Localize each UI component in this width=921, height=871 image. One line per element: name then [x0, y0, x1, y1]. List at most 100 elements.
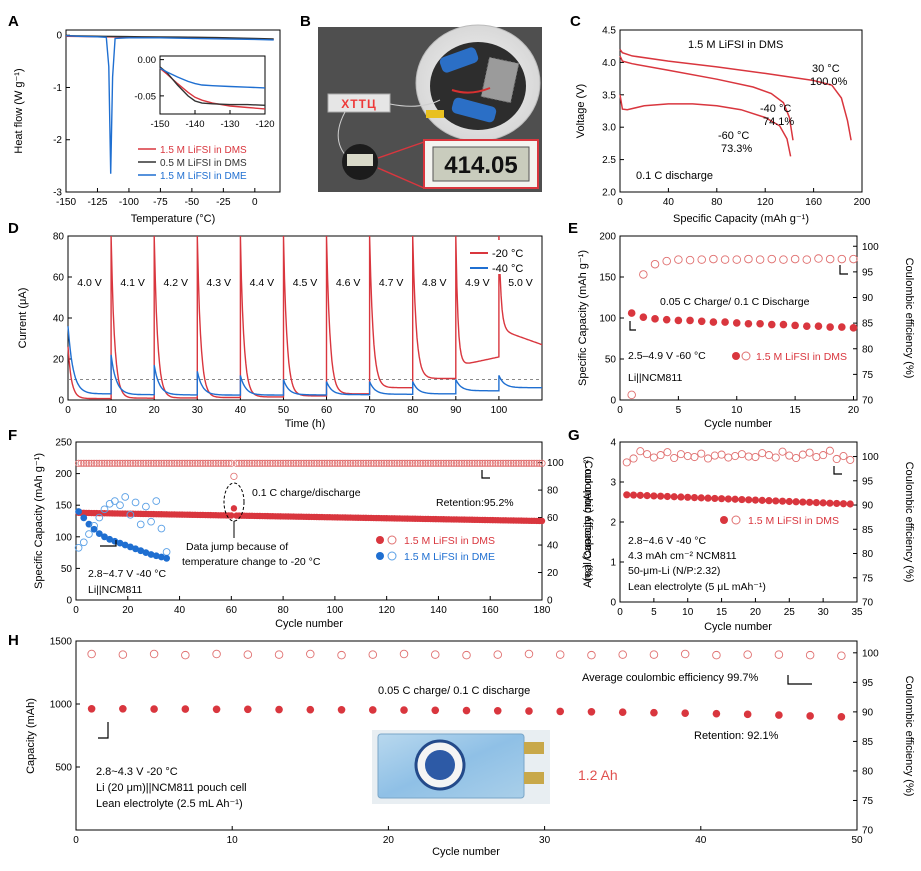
panel-f-xtick-label: 120 — [378, 605, 395, 616]
panel-e-capacity-point — [721, 318, 729, 326]
panel-g-capacity-point — [846, 500, 854, 508]
panel-g-y2tick-label: 85 — [862, 525, 874, 536]
panel-f-dms-ce-point — [522, 459, 531, 467]
panel-e-ce-point — [685, 255, 695, 265]
panel-f-y2tick-label: 100 — [547, 458, 564, 469]
panel-f-dms-ce-point — [401, 459, 409, 467]
panel-f-dme-ce-point — [157, 524, 166, 533]
panel-d-ytick-label: 20 — [53, 355, 65, 366]
panel-c-xlabel: Specific Capacity (mAh g⁻¹) — [673, 213, 809, 225]
panel-e-capacity-point — [744, 319, 753, 328]
panel-h-capacity-point — [181, 705, 190, 713]
panel-f-dms-ce-point — [85, 459, 93, 467]
panel-f-xtick-label: 40 — [174, 605, 186, 616]
panel-c-ytick-label: 2.0 — [602, 188, 616, 199]
panel-a-xtick-label: -25 — [216, 197, 231, 208]
panel-g-capacity-point — [724, 495, 732, 503]
panel-h-arrow-left — [98, 722, 109, 739]
panel-f-dme-capacity-point — [116, 539, 124, 547]
panel-f-dms-ce-point — [82, 459, 90, 467]
panel-g-y2tick-label: 90 — [862, 501, 874, 512]
panel-f-xtick-label: 180 — [534, 605, 551, 616]
panel-f-dms-ce-point — [339, 459, 347, 467]
panel-g-xtick-label: 15 — [716, 607, 728, 618]
panel-d-xtick-label: 60 — [321, 405, 333, 416]
panel-g-ce-point — [622, 458, 631, 467]
panel-e-capacity-point — [791, 321, 799, 330]
panel-e-xtick-label: 10 — [731, 405, 743, 416]
panel-h-note-retention: Retention: 92.1% — [694, 730, 779, 742]
panel-d-step-label: 4.9 V — [465, 277, 490, 289]
panel-f-dms-ce-point — [209, 459, 217, 467]
panel-g-capacity-point — [670, 493, 678, 501]
panel-d-ytick-label: 0 — [58, 396, 64, 407]
panel-g-ytick-label: 2 — [610, 518, 616, 529]
panel-g-ce-point — [697, 449, 706, 458]
panel-h-xlabel: Cycle number — [432, 846, 500, 858]
panel-g-capacity-point — [663, 492, 672, 501]
panel-g-capacity-point — [650, 492, 658, 500]
panel-d-xtick-label: 0 — [65, 405, 71, 416]
panel-e-y2tick-label: 85 — [862, 319, 874, 330]
panel-f-dms-ce-point — [476, 459, 484, 467]
panel-g-capacity-point — [758, 496, 766, 504]
panel-g-xtick-label: 35 — [851, 607, 863, 618]
panel-f-dme-capacity-point — [106, 535, 114, 543]
panel-h-pouch-chart: 0 10 20 30 40 50 500 1000 1500 70 75 80 85 90 95 100 0.… — [25, 637, 915, 859]
panel-f-dme-capacity-point — [90, 525, 98, 533]
panel-g-legend: 1.5 M LiFSI in DMS — [748, 515, 839, 527]
panel-f-dms-ce-point — [473, 459, 481, 467]
panel-g-xtick-label: 20 — [750, 607, 762, 618]
panel-f-dms-ce-point — [279, 459, 287, 467]
panel-f-dms-ce-point — [74, 459, 83, 467]
panel-f-dms-ce-point — [121, 459, 129, 467]
pouch-tab-bottom — [524, 772, 544, 784]
panel-g-xtick-label: 25 — [784, 607, 796, 618]
panel-f-dms-ce-point — [126, 459, 134, 467]
panel-f-dms-ce-point — [440, 459, 448, 467]
panel-f-note-retention: Retention:95.2% — [436, 497, 514, 509]
university-seal-center — [425, 750, 455, 780]
panel-g-areal-chart: 0 5 10 15 20 25 30 35 0 1 2 3 4 70 75 80 85 90 95 100 2.8~4… — [582, 438, 915, 634]
panel-e-capacity-point — [697, 317, 706, 326]
panel-f-dms-ce-point — [489, 459, 497, 467]
panel-e-ce-point — [849, 254, 858, 264]
panel-f-ytick-label: 250 — [55, 438, 72, 449]
panel-f-ytick-label: 50 — [61, 564, 73, 575]
panel-e-ytick-label: 150 — [599, 273, 616, 284]
panel-f-dme-ce-point — [105, 499, 114, 508]
panel-f-dms-ce-point — [258, 459, 266, 467]
panel-g-capacity-point — [833, 499, 841, 508]
panel-f-dms-ce-point — [344, 459, 352, 467]
panel-f-dms-ce-point — [289, 459, 298, 467]
panel-e-y2label: Coulombic efficiency (%) — [903, 258, 915, 379]
panel-g-ytick-label: 4 — [610, 438, 616, 449]
panel-h-y2tick-label: 100 — [862, 648, 879, 659]
panel-a-ytick-label: 0 — [56, 31, 62, 42]
panel-a-inset-line — [159, 66, 266, 106]
panel-f-dme-capacity-point — [80, 514, 88, 522]
panel-h-y2label: Coulombic efficiency (%) — [903, 676, 915, 797]
panel-f-dme-ce-point — [100, 505, 109, 514]
panel-h-ce-point — [118, 650, 128, 659]
panel-h-capacity-point — [462, 706, 471, 715]
panel-e-capacity-point — [767, 320, 776, 329]
panel-g-capacity-point — [738, 495, 746, 504]
panel-g-xtick-label: 10 — [682, 607, 694, 618]
panel-f-dms-ce-point — [372, 459, 380, 467]
panel-f-dms-ce-point — [87, 459, 96, 467]
panel-h-ce-point — [680, 649, 690, 659]
panel-h-y2tick-label: 85 — [862, 737, 874, 748]
panel-f-dms-ce-point — [370, 459, 378, 467]
legend-label-m40: -40 °C — [492, 263, 523, 275]
panel-g-y2tick-label: 100 — [862, 452, 879, 463]
panel-f-dms-ce-point — [276, 459, 285, 467]
panel-g-y2label: Coulombic efficiency (%) — [903, 462, 915, 583]
legend-dms-label: 1.5 M LiFSI in DMS — [404, 535, 495, 547]
panel-f-y2tick-label: 40 — [547, 541, 559, 552]
panel-f-dms-ce-point — [408, 459, 417, 467]
panel-f-dms-ce-point — [318, 459, 326, 467]
panel-f-dms-ce-point — [486, 459, 494, 467]
panel-h-ce-point — [524, 649, 534, 659]
panel-g-capacity-point — [799, 498, 807, 506]
